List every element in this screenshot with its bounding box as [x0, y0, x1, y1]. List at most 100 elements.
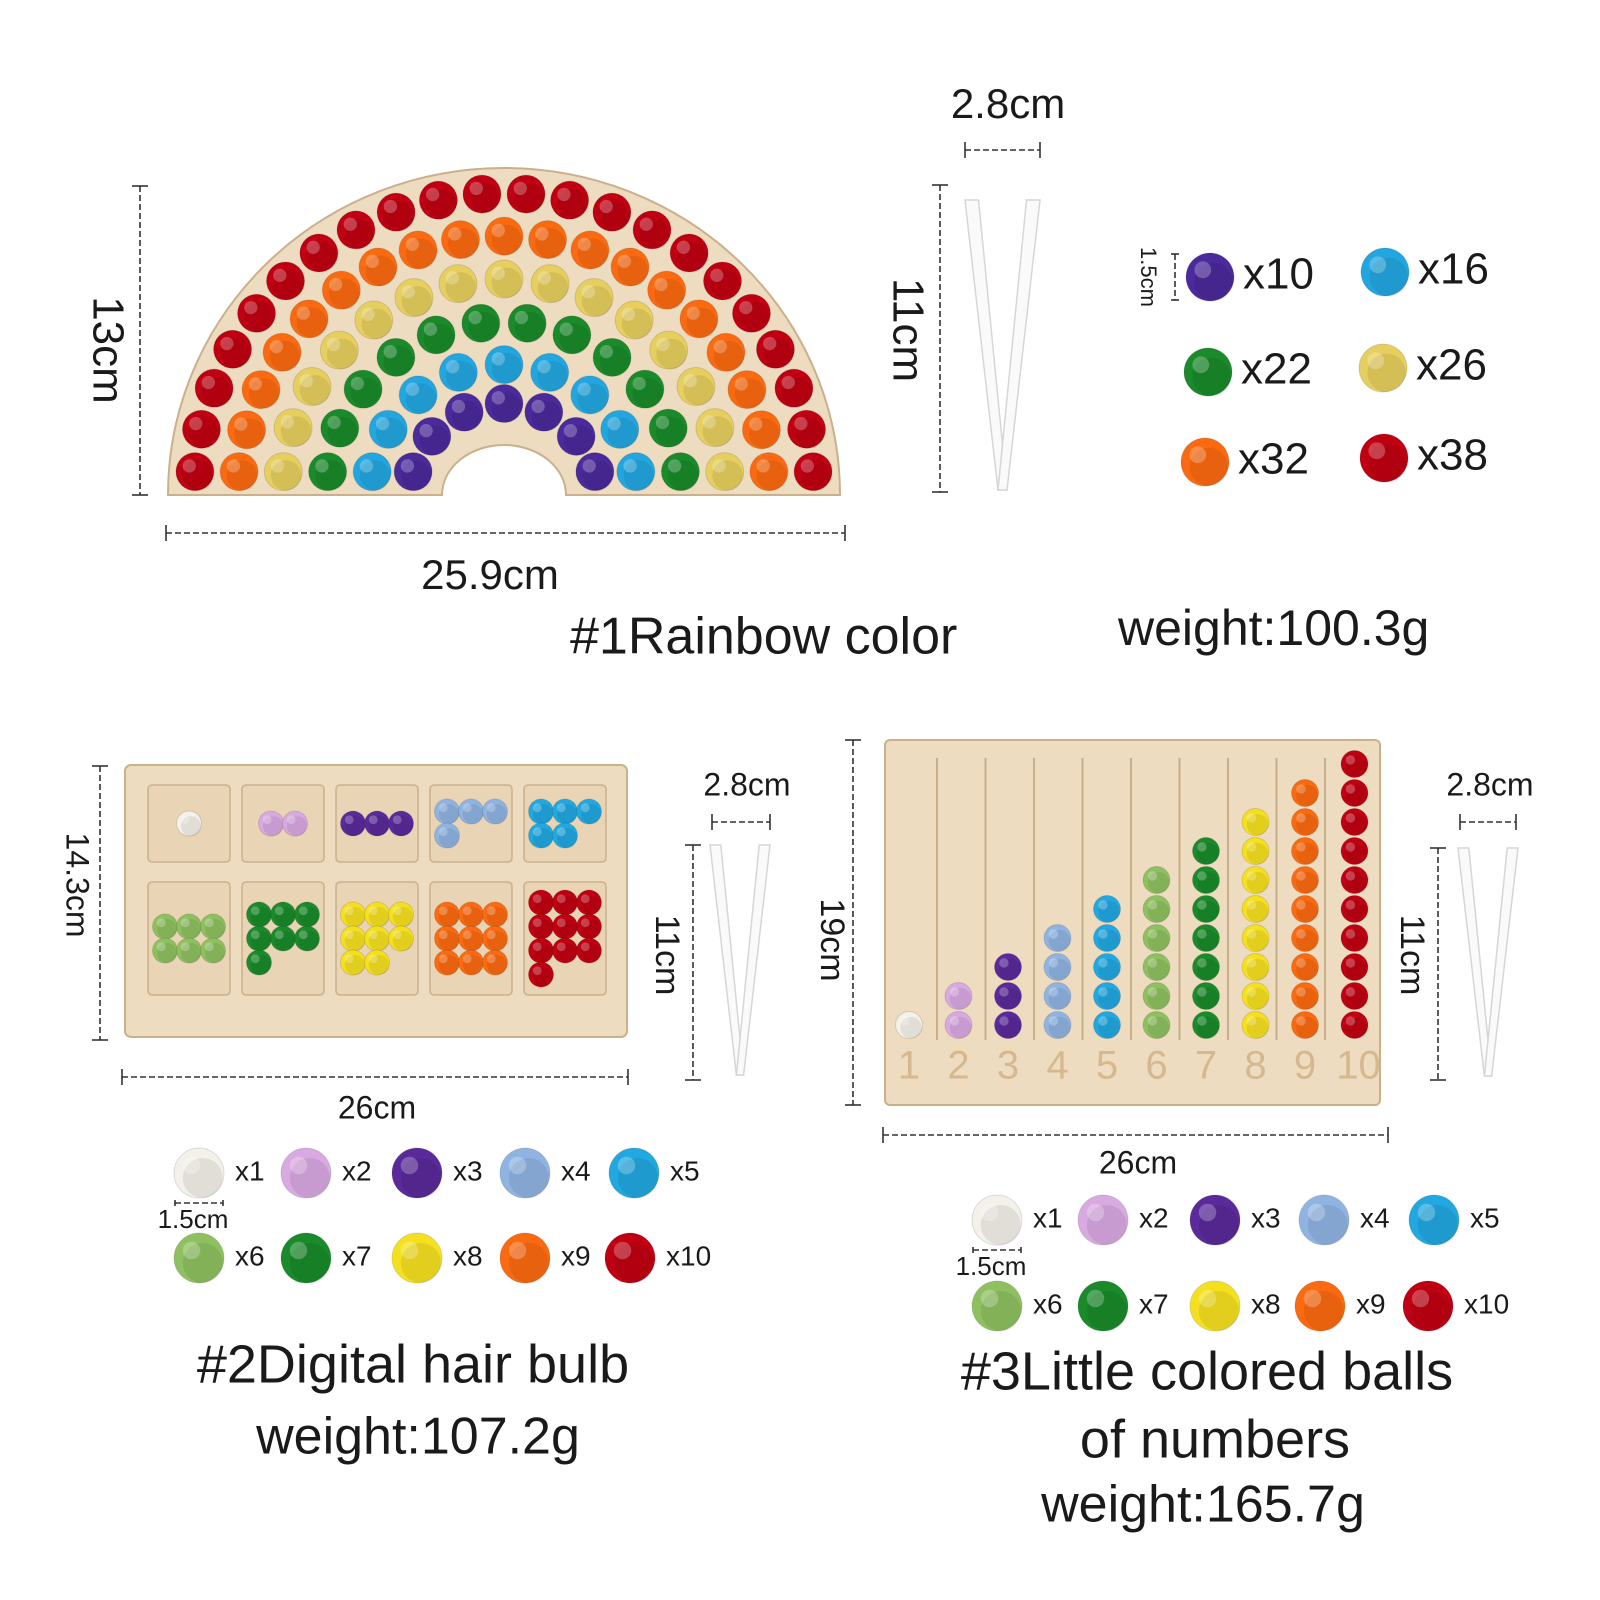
pompom-shade: [1368, 443, 1407, 482]
pompom-shade: [359, 460, 391, 491]
pompom-shade: [1345, 871, 1368, 894]
label: x7: [1139, 1288, 1169, 1319]
label: x2: [342, 1155, 372, 1186]
board-number: 2: [947, 1044, 969, 1088]
pompom-shade: [580, 943, 601, 963]
pompom-shade: [400, 1158, 441, 1198]
pompom-shade: [180, 943, 201, 963]
pompom-highlight: [462, 906, 472, 916]
pompom-shade: [556, 919, 577, 939]
pompom: [280, 1232, 332, 1284]
pompom: [394, 278, 434, 318]
pompom: [175, 452, 215, 492]
pompom-shade: [306, 241, 337, 273]
pompom: [1340, 953, 1369, 981]
pompom-shade: [1345, 958, 1368, 981]
pompom-highlight: [1345, 784, 1356, 794]
pompom-shade: [426, 188, 457, 220]
label: x26: [1416, 341, 1487, 390]
pompom-shade: [299, 375, 331, 406]
pompom-shade: [204, 919, 225, 939]
pompom-shade: [491, 392, 523, 423]
pompom: [1402, 1280, 1454, 1332]
pompom-shade: [532, 895, 553, 915]
pompom-highlight: [949, 1016, 960, 1026]
pompom-shade: [289, 1243, 330, 1283]
pompom-shade: [1417, 1205, 1458, 1245]
pompom: [484, 345, 524, 385]
pompom: [416, 315, 456, 355]
pompom-shade: [514, 311, 546, 343]
pompom: [1241, 982, 1270, 1010]
pompom: [1077, 1280, 1129, 1332]
board-number: 3: [997, 1044, 1019, 1088]
pompom-shade: [556, 943, 577, 963]
label: x10: [666, 1240, 711, 1271]
pompom-highlight: [739, 300, 753, 315]
pompom-highlight: [581, 285, 596, 299]
pompom-shade: [999, 1016, 1021, 1039]
pompom-shade: [1197, 842, 1219, 865]
pompom-highlight: [204, 942, 214, 952]
pompom: [1192, 953, 1220, 981]
pompom-highlight: [296, 306, 311, 320]
pompom: [1192, 1011, 1220, 1039]
pompom-shade: [486, 804, 507, 824]
pompom-shade: [1147, 929, 1170, 952]
label: 2.8cm: [951, 80, 1065, 127]
pompom: [676, 366, 716, 406]
pompom-shade: [999, 958, 1021, 981]
pompom-highlight: [1147, 929, 1158, 939]
label: 2.8cm: [1446, 766, 1533, 802]
pompom: [1093, 982, 1121, 1010]
pompom: [484, 384, 524, 424]
pompom-shade: [1197, 929, 1219, 952]
pompom-highlight: [900, 1016, 910, 1026]
label: x8: [453, 1240, 483, 1271]
pompom: [632, 210, 672, 250]
pompom: [793, 452, 833, 492]
pompom-shade: [702, 416, 733, 447]
label: x1: [235, 1155, 265, 1186]
pompom-shade: [438, 907, 459, 927]
pompom-shade: [1147, 900, 1170, 923]
pompom: [393, 452, 433, 492]
pompom: [368, 409, 408, 449]
pompom-highlight: [683, 374, 697, 388]
pompom-shade: [1345, 755, 1368, 778]
pompom: [1043, 953, 1072, 981]
pompom: [1340, 750, 1369, 778]
pompom: [507, 303, 547, 343]
pompom-shade: [800, 460, 832, 491]
pompom-shade: [180, 816, 201, 836]
label: 25.9cm: [421, 551, 559, 598]
pompom: [550, 180, 590, 220]
pompom-shade: [617, 1158, 658, 1198]
pompom-shade: [980, 1205, 1021, 1245]
pompom-highlight: [462, 803, 472, 813]
pompom-shade: [577, 383, 608, 414]
pompom-shade: [1246, 900, 1269, 923]
pompom-highlight: [1194, 261, 1212, 279]
pompom-highlight: [1246, 1016, 1257, 1026]
pompom: [1241, 866, 1270, 894]
pompom: [398, 230, 438, 270]
pompom: [944, 982, 973, 1010]
pompom-highlight: [400, 1156, 419, 1175]
pompom-highlight: [1098, 900, 1108, 910]
pompom: [1340, 895, 1369, 923]
pompom: [755, 329, 795, 369]
pompom: [1142, 924, 1171, 952]
pompom: [1142, 895, 1171, 923]
tweezer: [997, 199, 1041, 491]
pompom-shade: [1345, 842, 1368, 865]
pompom: [647, 270, 687, 310]
pompom-shade: [1246, 987, 1269, 1010]
pompom-highlight: [486, 954, 496, 964]
pompom-shade: [365, 255, 397, 287]
pompom-shade: [1246, 958, 1269, 981]
label: 2.8cm: [703, 766, 790, 802]
pompom-shade: [274, 907, 295, 927]
pompom-highlight: [580, 942, 590, 952]
pompom-shade: [1198, 1291, 1239, 1331]
